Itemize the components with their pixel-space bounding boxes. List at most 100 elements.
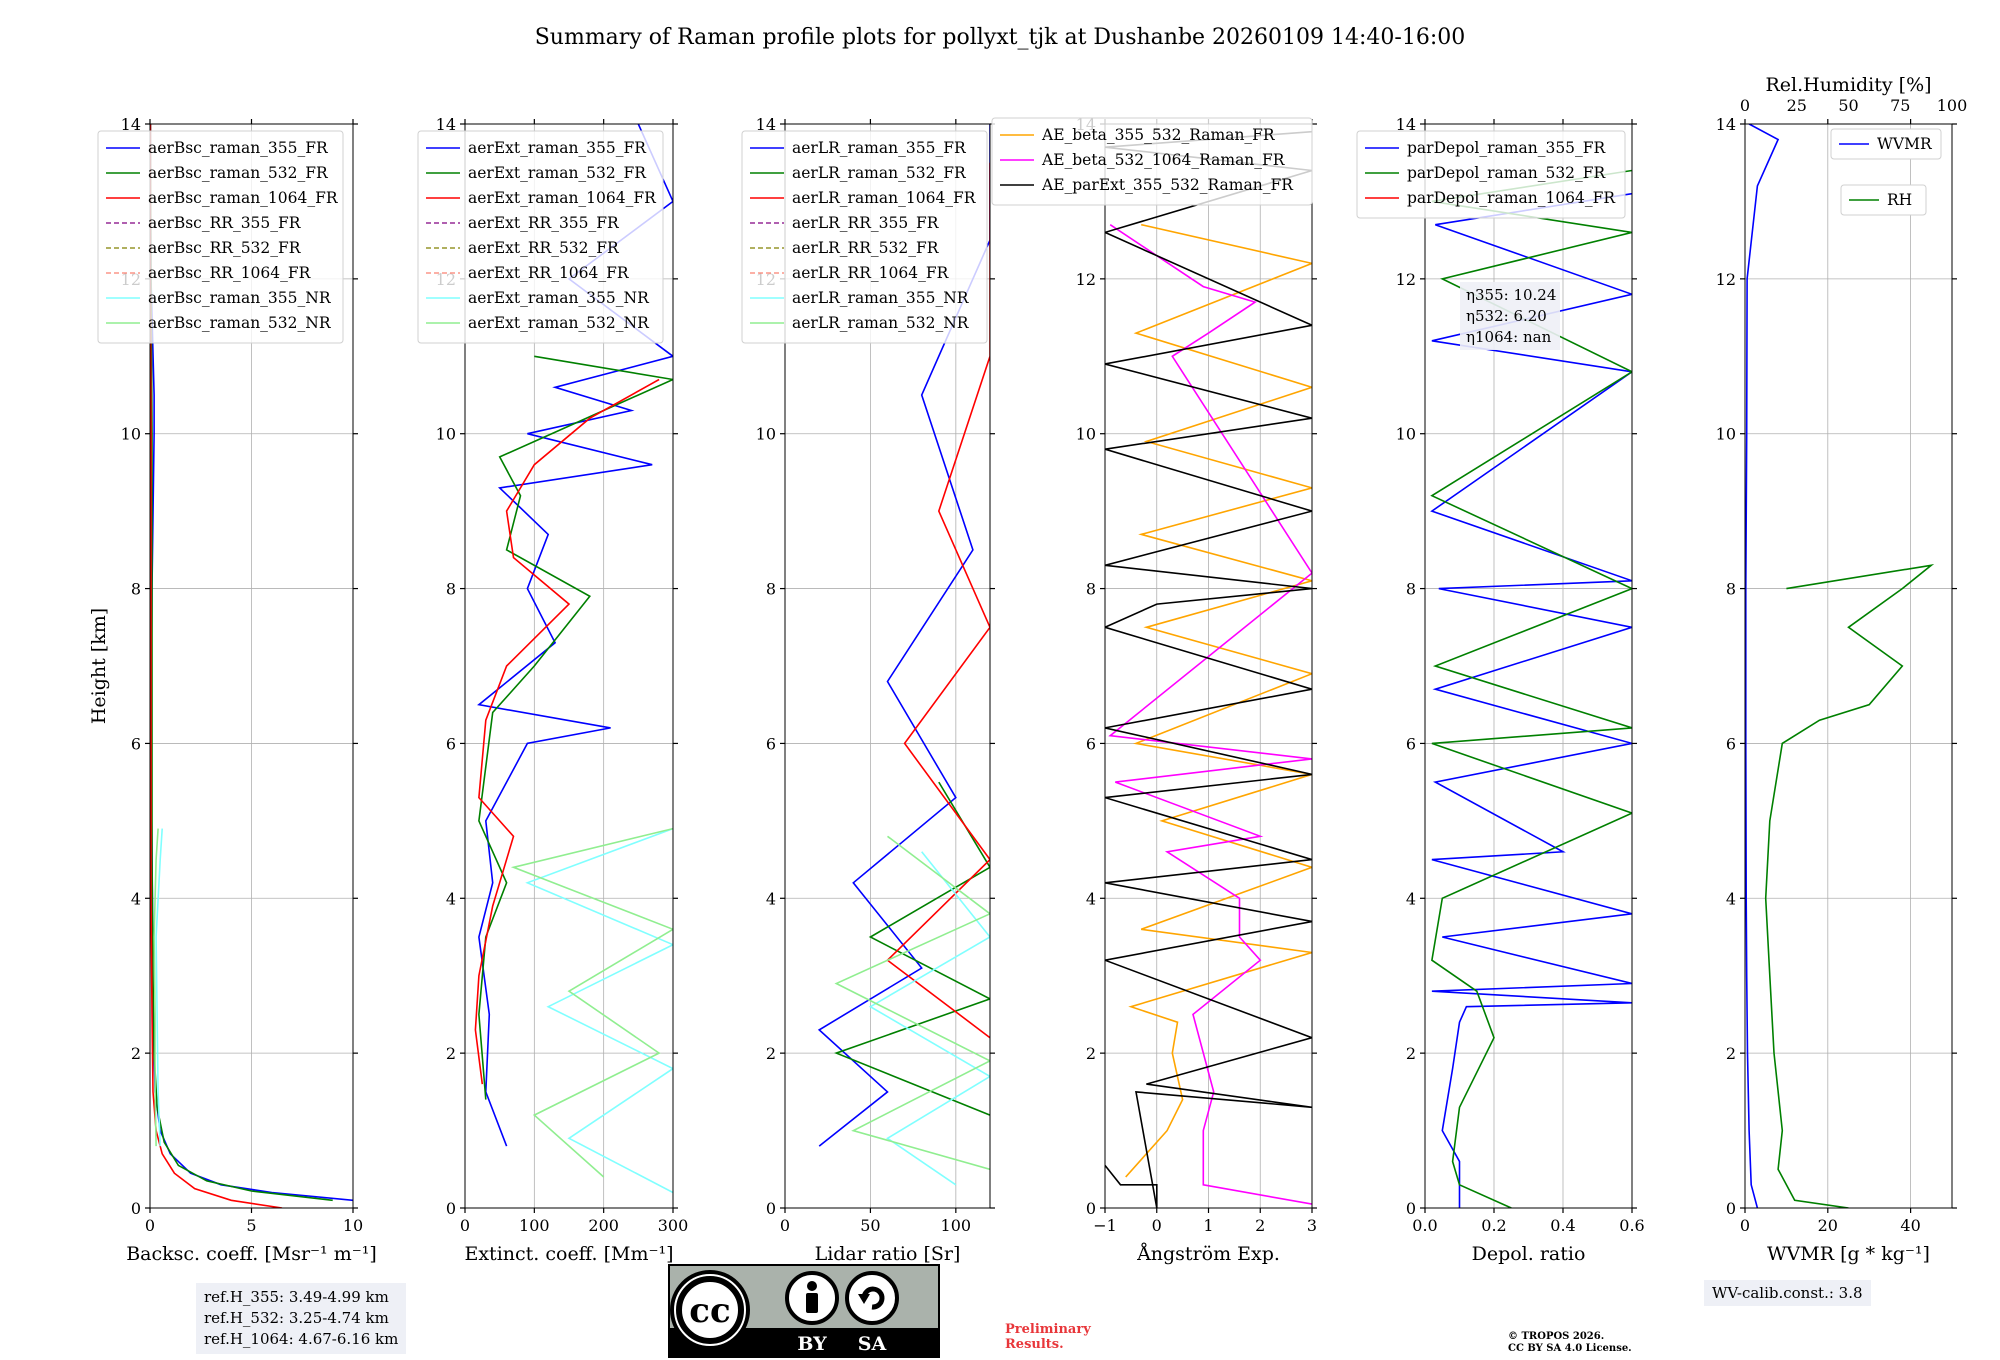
series-line-parDepol_raman_355_FR [1430, 192, 1632, 1208]
series-line-WVMR [1745, 124, 1780, 1208]
x-tick-label: 1 [1203, 1216, 1213, 1235]
legend-label: aerExt_raman_532_NR [468, 314, 650, 332]
y-tick-label: 10 [1076, 425, 1096, 444]
legend-label: AE_beta_355_532_Raman_FR [1041, 126, 1276, 144]
y-tick-label: 2 [1726, 1044, 1736, 1063]
reference-height-box: ref.H_355: 3.49-4.99 km ref.H_532: 3.25-… [196, 1283, 407, 1354]
preliminary-note: Preliminary Results. [1005, 1322, 1091, 1352]
x-tick-label: 0 [1152, 1216, 1162, 1235]
legend-label: aerBsc_RR_532_FR [148, 239, 302, 257]
series-group [1105, 130, 1312, 1208]
y-tick-label: 10 [121, 425, 141, 444]
x2-axis-label: Rel.Humidity [%] [1765, 74, 1931, 96]
series-group [1745, 124, 1935, 1208]
legend-label: parDepol_raman_355_FR [1407, 139, 1607, 157]
x-axis-label: Backsc. coeff. [Msr⁻¹ m⁻¹] [126, 1243, 377, 1265]
y-tick-label: 4 [446, 889, 456, 908]
y-tick-label: 14 [756, 115, 776, 134]
y-tick-label: 2 [131, 1044, 141, 1063]
legend-label: aerLR_raman_355_FR [792, 139, 967, 157]
x-axis-label: Ångström Exp. [1136, 1243, 1280, 1265]
legend-label: aerLR_raman_532_FR [792, 164, 967, 182]
x-tick-label: 0 [460, 1216, 470, 1235]
x-axis-label: Depol. ratio [1472, 1243, 1586, 1265]
copyright-line-1: © TROPOS 2026. [1508, 1331, 1605, 1342]
y-tick-label: 0 [1726, 1199, 1736, 1218]
legend-label: AE_parExt_355_532_Raman_FR [1041, 176, 1294, 194]
legend-label: AE_beta_532_1064_Raman_FR [1041, 151, 1286, 169]
series-line-aerExt_raman_1064_FR [474, 378, 660, 1085]
y-tick-label: 8 [1086, 580, 1096, 599]
legend-label: aerLR_raman_1064_FR [792, 189, 977, 207]
legend-label: aerBsc_raman_1064_FR [148, 189, 339, 207]
x-tick-label: 0 [1740, 1216, 1750, 1235]
y-tick-label: 10 [756, 425, 776, 444]
ref-height-532: ref.H_532: 3.25-4.74 km [204, 1309, 389, 1327]
plot-frame [1424, 123, 1633, 1209]
y-tick-label: 6 [766, 734, 776, 753]
legend-label: aerBsc_raman_532_FR [148, 164, 329, 182]
series-line-aerBsc_raman_532_FR [150, 124, 333, 1202]
plot-frame [784, 123, 991, 1209]
x-axis-label: Lidar ratio [Sr] [815, 1243, 961, 1265]
legend-box [741, 130, 988, 344]
legend-label: aerBsc_RR_355_FR [148, 214, 302, 232]
series-line-aerExt_raman_355_FR [477, 124, 673, 1147]
series-line-AE_beta_355_532_Raman_FR [1125, 223, 1312, 1178]
panel-ext: 024681012140100200300Extinct. coeff. [Mm… [417, 115, 688, 1265]
eta-label: η355: 10.24 [1466, 286, 1556, 304]
legend-label: aerExt_raman_355_FR [468, 139, 647, 157]
x2-tick-label: 75 [1890, 96, 1910, 115]
y-tick-label: 0 [766, 1199, 776, 1218]
x-tick-label: 5 [246, 1216, 256, 1235]
y-tick-label: 8 [131, 580, 141, 599]
series-line-parDepol_raman_532_FR [1430, 169, 1632, 1208]
legend-label: aerExt_raman_355_NR [468, 289, 650, 307]
legend-label: WVMR [1877, 135, 1933, 153]
y-tick-label: 0 [131, 1199, 141, 1218]
series-line-aerExt_raman_532_FR [478, 355, 673, 1100]
y-tick-label: 2 [1406, 1044, 1416, 1063]
series-group [1430, 169, 1632, 1208]
y-tick-label: 2 [766, 1044, 776, 1063]
legend-label: RH [1887, 191, 1912, 209]
series-line-aerBsc_raman_355_NR [155, 828, 163, 1147]
y-tick-label: 4 [1086, 889, 1096, 908]
panel-bsc: 024681012140510Backsc. coeff. [Msr⁻¹ m⁻¹… [88, 115, 377, 1265]
plot-frame [1744, 123, 1953, 1209]
x-tick-label: 0.4 [1550, 1216, 1575, 1235]
legend-label: aerLR_RR_1064_FR [792, 264, 950, 282]
y-tick-label: 6 [446, 734, 456, 753]
legend-box [1356, 130, 1626, 219]
x-tick-label: 10 [343, 1216, 363, 1235]
y-tick-label: 0 [446, 1199, 456, 1218]
y-tick-label: 14 [1716, 115, 1736, 134]
y-tick-label: 10 [1396, 425, 1416, 444]
series-line-aerBsc_raman_1064_FR [150, 124, 283, 1208]
y-tick-label: 8 [1406, 580, 1416, 599]
x2-tick-label: 0 [1740, 96, 1750, 115]
y-tick-label: 14 [436, 115, 456, 134]
cc-text: cc [689, 1291, 730, 1331]
x-tick-label: −1 [1093, 1216, 1117, 1235]
x-axis-label: WVMR [g * kg⁻¹] [1767, 1243, 1930, 1265]
y-tick-label: 0 [1406, 1199, 1416, 1218]
x-tick-label: 50 [860, 1216, 880, 1235]
legend-label: aerExt_raman_1064_FR [468, 189, 657, 207]
x-tick-label: 20 [1818, 1216, 1838, 1235]
y-tick-label: 6 [1406, 734, 1416, 753]
series-line-aerLR_raman_1064_FR [886, 162, 990, 1039]
legend-label: parDepol_raman_532_FR [1407, 164, 1607, 182]
copyright-note: © TROPOS 2026. CC BY SA 4.0 License. [1508, 1331, 1708, 1355]
legend-label: aerExt_RR_355_FR [468, 214, 620, 232]
x-tick-label: 200 [588, 1216, 619, 1235]
legend-label: aerExt_RR_532_FR [468, 239, 620, 257]
x-tick-label: 100 [519, 1216, 550, 1235]
series-line-RH [1764, 564, 1935, 1208]
cc-license-badge: cc BY SA [668, 1264, 940, 1358]
series-line-aerExt_raman_355_NR [525, 827, 673, 1194]
figure-title: Summary of Raman profile plots for polly… [535, 25, 1466, 50]
y-tick-label: 14 [1396, 115, 1416, 134]
